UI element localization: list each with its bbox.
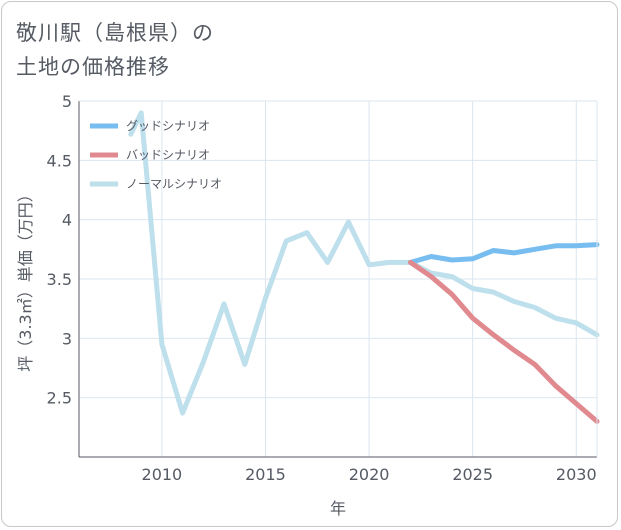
series-line-bad: [408, 259, 600, 424]
y-axis-title: 坪（3.3㎡）単価（万円）: [16, 186, 35, 371]
x-axis-title: 年: [330, 499, 346, 518]
x-tick-label: 2015: [245, 465, 286, 484]
y-tick-label: 3.5: [47, 270, 72, 289]
chart-title-line-2: 土地の価格推移: [16, 55, 170, 79]
series-lines: [128, 110, 600, 424]
y-tick-label: 2.5: [47, 389, 72, 408]
x-tick-label: 2020: [349, 465, 390, 484]
y-tick-label: 5: [62, 92, 72, 111]
chart-title-line-1: 敬川駅（島根県）の: [16, 21, 214, 45]
y-axis-ticks: 2.5 3 3.5 4 4.5 5: [47, 92, 72, 408]
series-line-normal: [128, 110, 600, 416]
x-tick-label: 2025: [452, 465, 493, 484]
x-tick-label: 2010: [142, 465, 183, 484]
legend-label: ノーマルシナリオ: [126, 177, 222, 191]
y-tick-label: 4: [62, 211, 72, 230]
x-axis-ticks: 2010 2015 2020 2025 2030: [142, 465, 597, 484]
legend-label: バッドシナリオ: [126, 148, 210, 162]
grid-lines: [79, 100, 597, 457]
plot-frame: [78, 100, 598, 458]
y-tick-label: 4.5: [47, 151, 72, 170]
legend-label: グッドシナリオ: [126, 119, 210, 133]
y-tick-label: 3: [62, 329, 72, 348]
x-tick-label: 2030: [556, 465, 597, 484]
series-line-good: [408, 242, 600, 265]
chart-title: 敬川駅（島根県）の 土地の価格推移: [16, 16, 214, 84]
